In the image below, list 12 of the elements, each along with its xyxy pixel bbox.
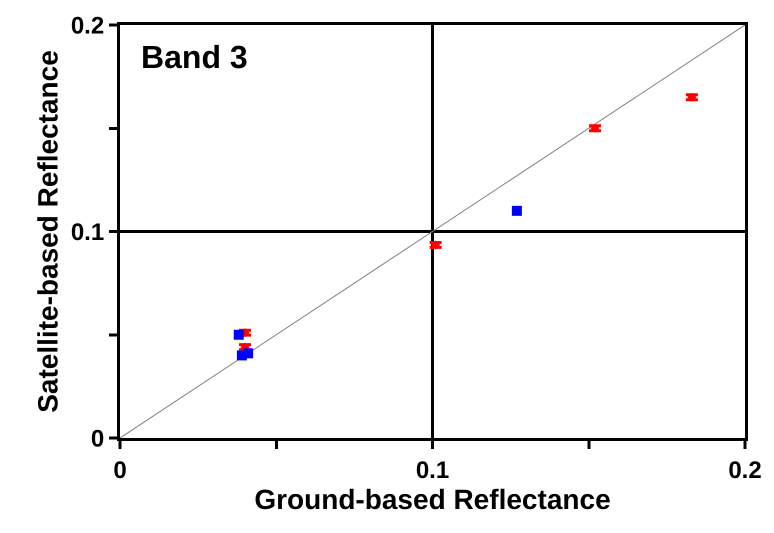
point — [234, 330, 244, 340]
annotation: Band 3 — [141, 39, 248, 75]
point — [512, 206, 522, 216]
y-tick-label: 0 — [90, 425, 104, 452]
y-tick-label: 0.1 — [70, 218, 104, 246]
y-tick-label: 0.2 — [70, 12, 104, 40]
x-axis-title: Ground-based Reflectance — [254, 484, 611, 515]
x-tick-label: 0.2 — [728, 456, 762, 484]
x-tick-label: 0 — [113, 456, 127, 484]
point — [243, 348, 254, 358]
x-tick-label: 0.1 — [416, 456, 450, 484]
y-axis-title: Satellite-based Reflectance — [32, 50, 64, 413]
